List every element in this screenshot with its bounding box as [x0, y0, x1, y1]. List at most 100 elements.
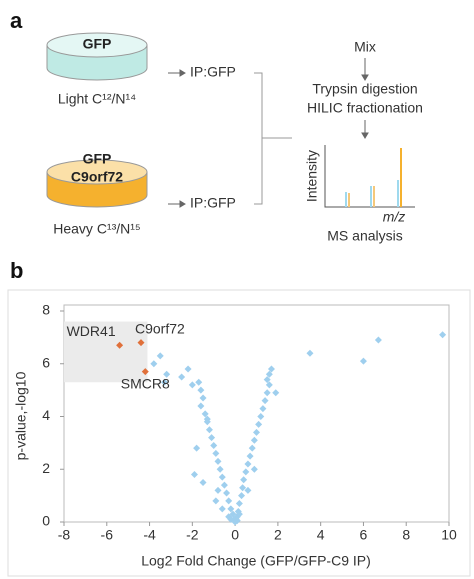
point: [225, 497, 233, 505]
point: [190, 471, 198, 479]
point: [238, 492, 246, 500]
point: [218, 473, 226, 481]
ip-label: IP:GFP: [190, 64, 236, 80]
point: [306, 349, 314, 357]
point-label: SMCR8: [121, 375, 170, 391]
x-tick-label: -2: [186, 527, 199, 543]
x-tick-label: 4: [317, 527, 325, 543]
x-axis-label: Log2 Fold Change (GFP/GFP-C9 IP): [141, 553, 371, 569]
point: [233, 517, 241, 525]
point: [261, 397, 269, 405]
point: [259, 405, 267, 413]
point: [195, 378, 203, 386]
x-tick-label: 8: [402, 527, 410, 543]
point: [248, 444, 256, 452]
point: [227, 505, 235, 513]
point: [212, 497, 220, 505]
y-axis-label: p-value,-log10: [13, 371, 29, 460]
heavy-dish: [46, 159, 148, 208]
caption: MS analysis: [327, 228, 402, 244]
panel-label: b: [10, 258, 23, 283]
point: [210, 442, 218, 450]
point: [263, 389, 271, 397]
point: [201, 410, 209, 418]
point: [199, 478, 207, 486]
x-tick-label: 2: [274, 527, 282, 543]
point: [250, 436, 258, 444]
point: [212, 449, 220, 457]
point: [240, 476, 248, 484]
point: [214, 486, 222, 494]
point: [163, 370, 171, 378]
dish-label: GFP: [83, 151, 112, 167]
point: [246, 452, 254, 460]
point: [244, 460, 252, 468]
axis-label: Intensity: [304, 150, 320, 202]
x-tick-label: 10: [441, 527, 457, 543]
x-tick-label: -8: [58, 527, 71, 543]
plot-frame: [63, 304, 450, 523]
point: [161, 378, 169, 386]
point: [156, 352, 164, 360]
step: Mix: [354, 39, 376, 55]
x-tick-label: -6: [101, 527, 114, 543]
point: [223, 489, 231, 497]
point-label: C9orf72: [135, 320, 185, 336]
light-dish: [46, 32, 148, 81]
point: [141, 368, 149, 376]
point: [227, 515, 235, 523]
axis-label: m/z: [383, 209, 406, 225]
point: [197, 402, 205, 410]
point: [197, 386, 205, 394]
point: [244, 486, 252, 494]
point: [250, 465, 258, 473]
panel-label: a: [10, 8, 23, 33]
point: [193, 444, 201, 452]
point: [242, 468, 250, 476]
point: [199, 394, 207, 402]
panel-frame: [7, 289, 471, 577]
condition-label: Heavy C¹³/N¹⁵: [53, 221, 140, 237]
point: [263, 376, 271, 384]
point: [218, 505, 226, 513]
point: [257, 413, 265, 420]
y-tick-label: 4: [42, 407, 50, 423]
point-label: WDR41: [67, 323, 116, 339]
y-tick-label: 0: [42, 513, 50, 529]
point: [265, 370, 273, 378]
x-tick-label: 0: [231, 527, 239, 543]
point: [208, 434, 216, 442]
x-tick-label: 6: [360, 527, 368, 543]
point: [150, 360, 158, 368]
point: [116, 341, 124, 349]
point: [253, 428, 260, 436]
y-tick-label: 2: [42, 460, 50, 476]
point: [272, 389, 280, 397]
point: [214, 457, 222, 465]
point: [235, 510, 243, 518]
y-tick-label: 8: [42, 302, 50, 318]
dish-label: GFP: [83, 36, 112, 52]
point: [178, 373, 186, 381]
step: Trypsin digestion: [312, 81, 417, 97]
bracket: [254, 72, 292, 205]
shaded-region: [64, 321, 148, 383]
point: [216, 465, 224, 473]
dish-label: C9orf72: [71, 169, 123, 185]
condition-label: Light C¹²/N¹⁴: [58, 91, 136, 107]
point: [265, 381, 273, 389]
point: [439, 331, 447, 339]
step: HILIC fractionation: [307, 100, 423, 116]
spectrum: [324, 145, 415, 208]
arrows: [168, 58, 369, 208]
point: [184, 365, 192, 373]
point: [359, 357, 367, 365]
x-tick-label: -4: [143, 527, 156, 543]
point: [267, 365, 275, 373]
ip-label: IP:GFP: [190, 195, 236, 211]
point: [205, 426, 213, 434]
point: [255, 420, 263, 428]
point: [188, 381, 196, 389]
point: [137, 339, 145, 347]
point: [220, 481, 228, 489]
